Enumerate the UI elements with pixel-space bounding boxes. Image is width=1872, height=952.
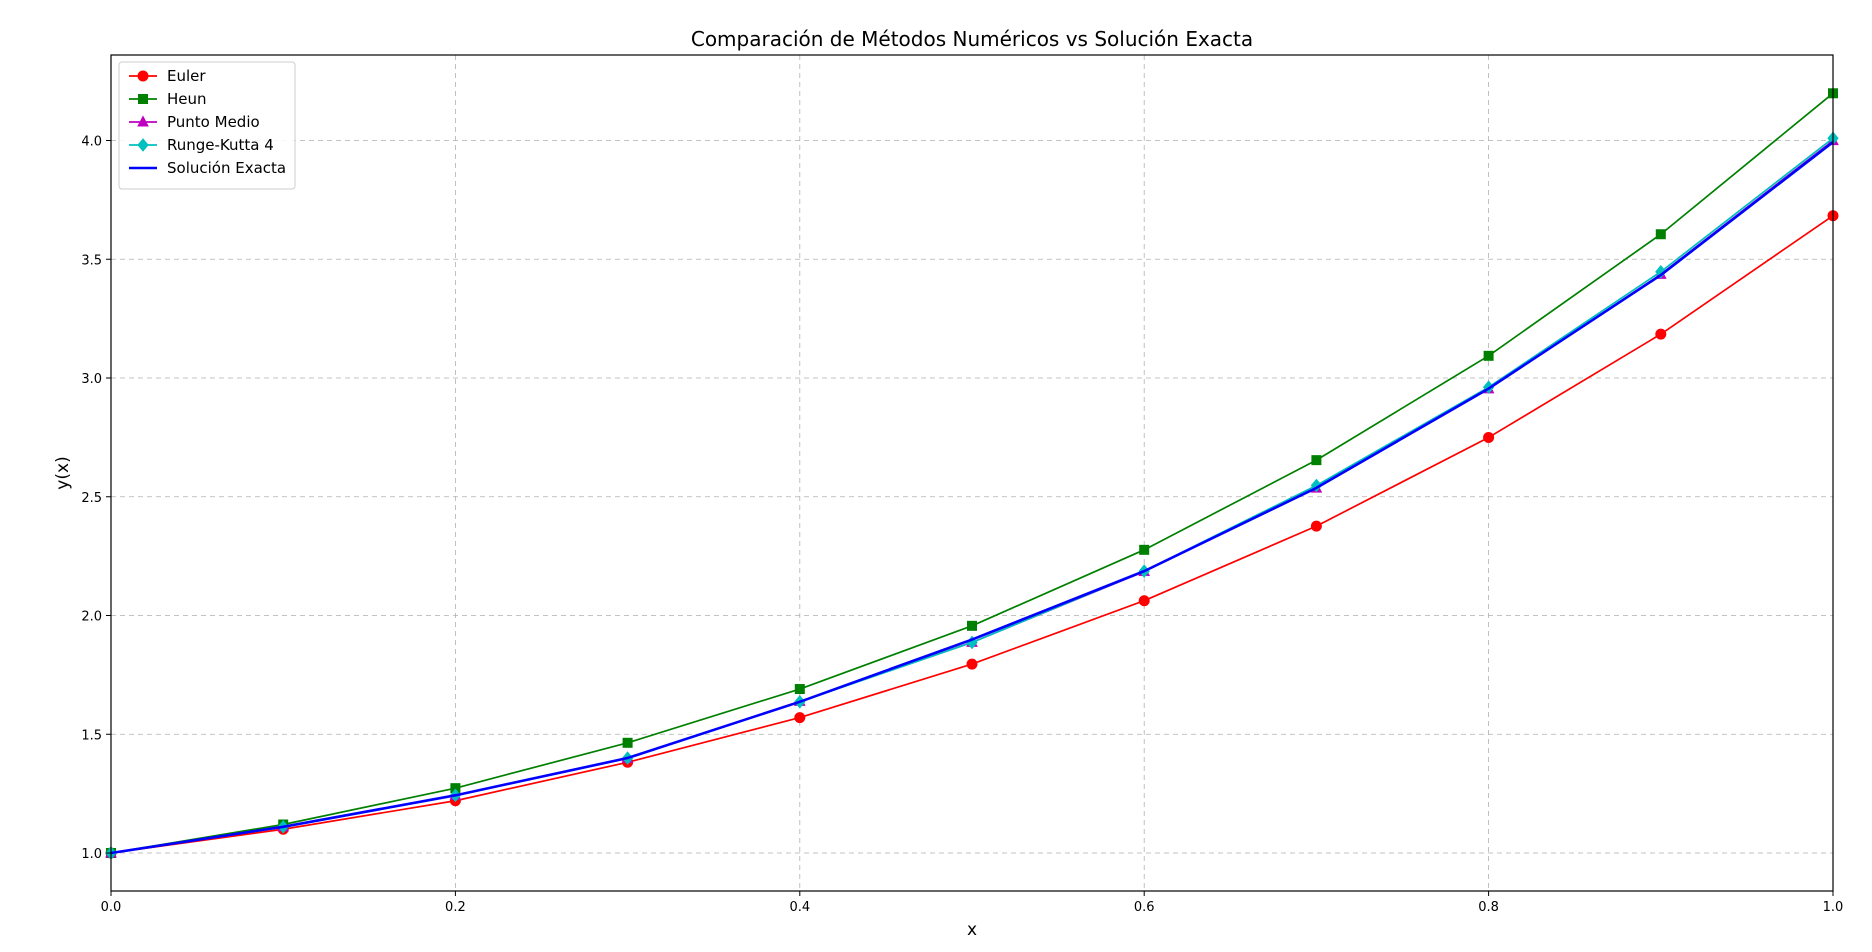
punto-medio-point bbox=[137, 115, 149, 127]
heun-point bbox=[1311, 455, 1322, 466]
runge-kutta-4-point bbox=[137, 138, 149, 152]
heun-point bbox=[1483, 350, 1494, 361]
heun-point bbox=[1655, 229, 1666, 240]
y-axis: 1.0 1.5 2.0 2.5 3.0 3.5 4.0 bbox=[81, 135, 111, 862]
x-tick-label: 0.4 bbox=[789, 900, 810, 915]
legend-box bbox=[118, 61, 296, 190]
euler-point bbox=[1483, 431, 1495, 443]
heun-point bbox=[794, 684, 805, 695]
series-soluci-n-exacta bbox=[110, 141, 1834, 855]
legend-label: Euler bbox=[167, 67, 206, 85]
euler-point bbox=[137, 70, 149, 82]
legend-item-punto-medio: Punto Medio bbox=[129, 113, 260, 131]
x-tick-label: 0.8 bbox=[1478, 900, 1499, 915]
heun-point bbox=[1139, 544, 1150, 555]
grid bbox=[110, 55, 1834, 891]
heun-point bbox=[138, 94, 148, 104]
legend-item-runge-kutta-4: Runge-Kutta 4 bbox=[129, 136, 274, 154]
x-tick-label: 0.0 bbox=[101, 900, 122, 915]
y-axis-title: y(x) bbox=[53, 456, 73, 489]
euler-point bbox=[1310, 520, 1322, 532]
legend: Euler Heun Punto Medio Runge-Kutta 4 Solució… bbox=[118, 61, 296, 190]
y-tick-label: 3.0 bbox=[81, 372, 102, 387]
x-axis: 0.0 0.2 0.4 0.6 0.8 1.0 bbox=[101, 891, 1844, 915]
heun-point bbox=[622, 737, 633, 748]
euler-point bbox=[1655, 328, 1667, 340]
y-tick-label: 1.5 bbox=[81, 728, 102, 743]
legend-item-soluci-n-exacta: Solución Exacta bbox=[129, 159, 286, 177]
plot-frame bbox=[110, 54, 1834, 892]
y-tick-label: 2.5 bbox=[81, 491, 102, 506]
y-tick-label: 3.5 bbox=[81, 253, 102, 268]
euler-point bbox=[794, 712, 806, 724]
y-tick-label: 2.0 bbox=[81, 610, 102, 625]
legend-label: Punto Medio bbox=[167, 113, 260, 131]
legend-label: Heun bbox=[167, 90, 207, 108]
legend-label: Solución Exacta bbox=[167, 159, 286, 177]
x-tick-label: 0.6 bbox=[1134, 900, 1155, 915]
x-tick-label: 1.0 bbox=[1823, 900, 1844, 915]
legend-item-heun: Heun bbox=[129, 90, 207, 108]
legend-label: Runge-Kutta 4 bbox=[167, 136, 274, 154]
heun-point bbox=[967, 620, 977, 631]
chart-title: Comparación de Métodos Numéricos vs Solu… bbox=[691, 27, 1253, 51]
y-tick-label: 4.0 bbox=[81, 135, 102, 150]
legend-item-euler: Euler bbox=[129, 67, 206, 85]
y-tick-label: 1.0 bbox=[81, 847, 102, 862]
x-axis-title: x bbox=[967, 920, 977, 940]
euler-point bbox=[966, 658, 978, 670]
euler-point bbox=[1138, 595, 1150, 607]
x-tick-label: 0.2 bbox=[445, 900, 466, 915]
soluci-n-exacta-line bbox=[110, 141, 1834, 855]
